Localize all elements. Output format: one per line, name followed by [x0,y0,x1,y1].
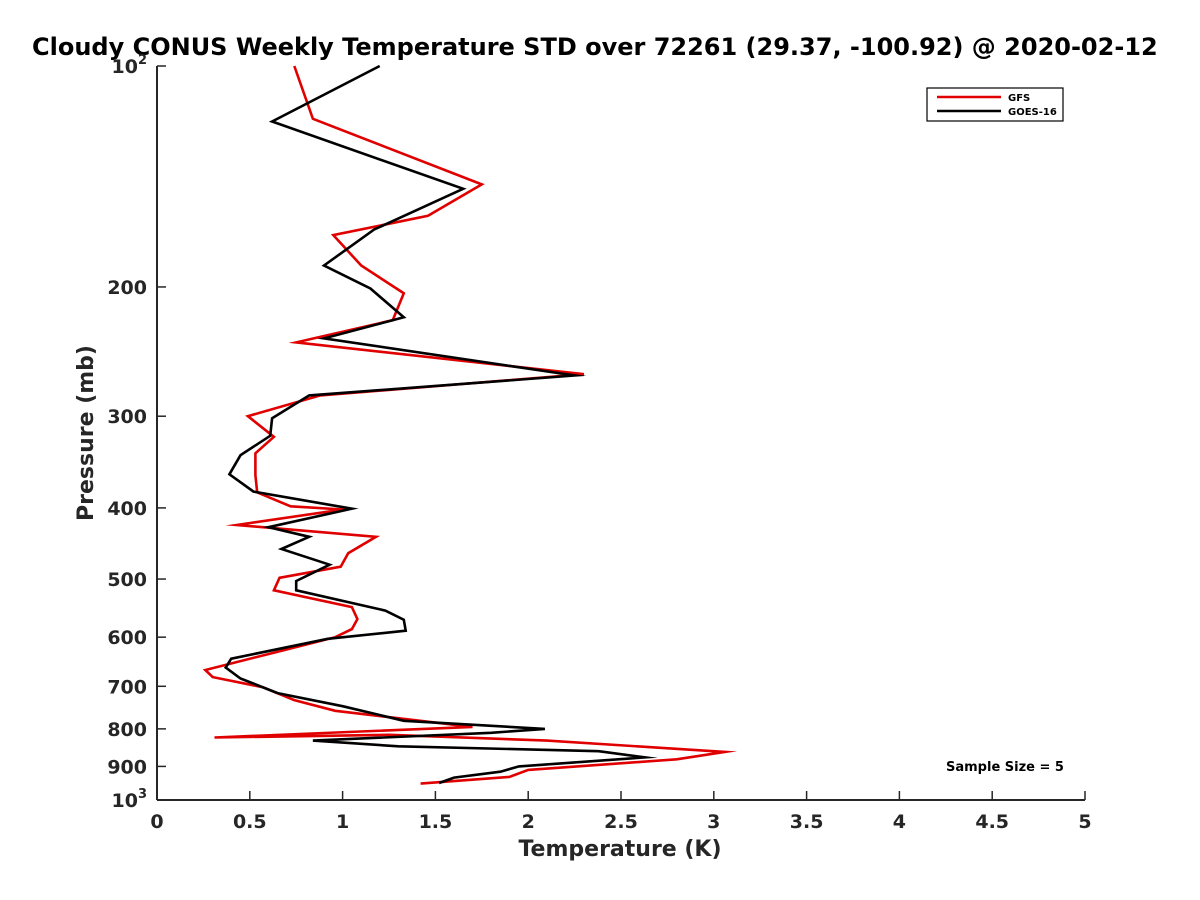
x-axis-label: Temperature (K) [518,837,721,862]
legend-box [926,87,1064,122]
x-tick-label: 2.5 [604,811,638,833]
x-tick-label: 4 [893,811,906,833]
x-tick-label: 5 [1078,811,1091,833]
y-tick-label: 600 [107,627,147,649]
legend: GFS GOES-16 [926,87,1064,122]
series-lines [202,64,737,785]
x-tick-label: 1 [336,811,349,833]
y-tick-label: 700 [107,676,147,698]
y-tick-label: 200 [107,277,147,299]
legend-label-goes-16: GOES-16 [1008,107,1057,118]
y-tick-label: 300 [107,406,147,428]
x-ticks: 0 0.5 1 1.5 2 2.5 3 3.5 4 4.5 5 [150,791,1092,833]
y-tick-label: 102 [112,53,148,78]
legend-label-gfs: GFS [1008,93,1030,104]
y-tick-label: 500 [107,569,147,591]
y-tick-label: 800 [107,719,147,741]
x-tick-label: 1.5 [419,811,453,833]
sample-size-annotation: Sample Size = 5 [946,760,1064,775]
y-axis-label: Pressure (mb) [74,345,99,521]
chart-title: Cloudy CONUS Weekly Temperature STD over… [32,33,1158,61]
x-tick-label: 3 [707,811,720,833]
y-tick-label: 900 [107,756,147,778]
y-tick-label: 400 [107,498,147,520]
x-tick-label: 0.5 [233,811,267,833]
series-line-goes-16 [223,64,658,785]
x-tick-label: 3.5 [790,811,824,833]
x-tick-label: 4.5 [975,811,1009,833]
x-tick-label: 2 [522,811,535,833]
y-tick-label: 103 [112,787,148,812]
x-tick-label: 0 [150,811,163,833]
y-ticks: 102 200 300 400 500 600 700 800 900 103 [107,53,166,812]
